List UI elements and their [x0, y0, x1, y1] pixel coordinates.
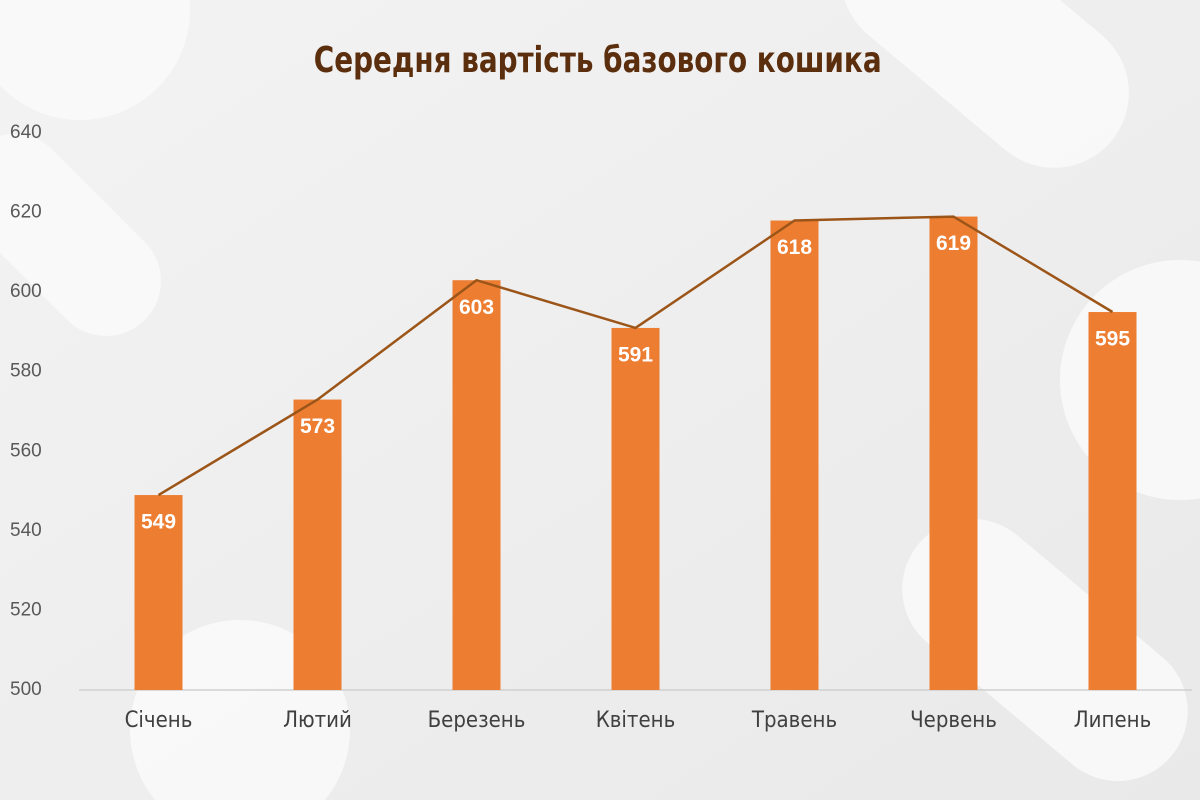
- x-tick-label: Лютий: [283, 708, 352, 733]
- bar: [452, 280, 501, 690]
- bar: [1088, 312, 1137, 690]
- value-label: 549: [141, 511, 176, 534]
- value-label: 573: [300, 415, 335, 438]
- x-tick-label: Червень: [910, 708, 997, 733]
- value-label: 618: [777, 236, 812, 259]
- y-tick-label: 600: [10, 281, 42, 302]
- bar: [611, 327, 660, 690]
- x-tick-label: Травень: [751, 708, 837, 733]
- bar: [929, 216, 978, 691]
- x-tick-label: Квітень: [596, 708, 676, 733]
- bar: [770, 220, 819, 690]
- x-tick-label: Липень: [1074, 708, 1151, 733]
- value-label: 603: [459, 296, 494, 319]
- y-tick-label: 620: [10, 202, 42, 223]
- y-tick-label: 520: [10, 599, 42, 620]
- value-label: 591: [618, 343, 653, 366]
- value-label: 595: [1095, 328, 1130, 351]
- trend-line: [157, 215, 1114, 497]
- x-tick-label: Січень: [125, 708, 193, 733]
- y-tick-label: 580: [10, 361, 42, 382]
- x-tick-label: Березень: [428, 708, 526, 733]
- y-tick-label: 500: [10, 679, 42, 700]
- bar: [293, 399, 342, 690]
- bar: [134, 495, 183, 690]
- y-tick-label: 560: [10, 440, 42, 461]
- chart-title: Середня вартість базового кошика: [314, 39, 882, 81]
- y-tick-label: 640: [10, 122, 42, 143]
- value-label: 619: [936, 232, 971, 255]
- y-tick-label: 540: [10, 520, 42, 541]
